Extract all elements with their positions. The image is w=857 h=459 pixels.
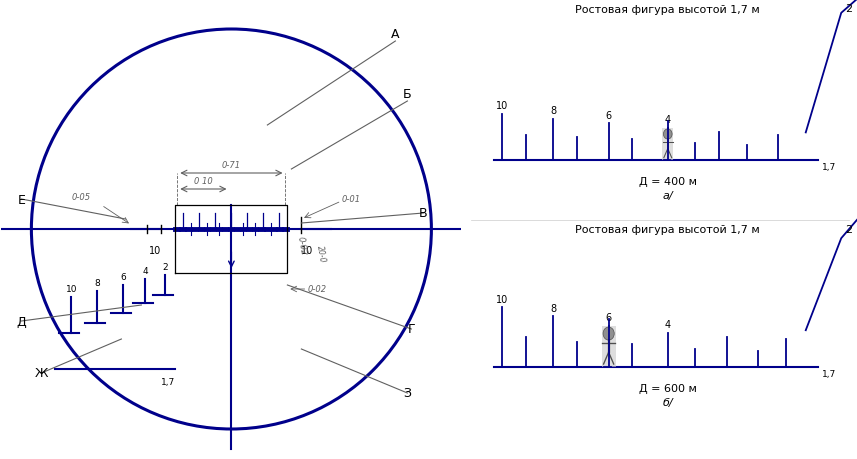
Text: а/: а/ bbox=[662, 190, 673, 201]
Text: 0 10: 0 10 bbox=[194, 177, 213, 185]
Text: 2: 2 bbox=[845, 224, 853, 235]
Text: Е: Е bbox=[17, 193, 26, 206]
Text: 1,7: 1,7 bbox=[822, 369, 836, 379]
Text: 0-01: 0-01 bbox=[341, 195, 361, 204]
Text: 0-05: 0-05 bbox=[72, 193, 91, 202]
Text: Д = 400 м: Д = 400 м bbox=[638, 177, 697, 187]
Text: 10: 10 bbox=[149, 246, 161, 256]
Text: Д = 600 м: Д = 600 м bbox=[638, 383, 697, 393]
Text: Ж: Ж bbox=[34, 367, 48, 380]
Text: 10: 10 bbox=[66, 285, 77, 293]
Text: 6: 6 bbox=[606, 312, 612, 322]
Text: 6: 6 bbox=[121, 272, 126, 281]
Text: 0-02: 0-02 bbox=[308, 285, 327, 294]
Bar bbox=[662, 129, 674, 161]
Bar bbox=[602, 326, 615, 367]
Text: Ростовая фигура высотой 1,7 м: Ростовая фигура высотой 1,7 м bbox=[575, 225, 760, 235]
Text: 8: 8 bbox=[94, 279, 100, 287]
Text: 0-71: 0-71 bbox=[222, 161, 241, 170]
Text: 0-02: 0-02 bbox=[296, 235, 308, 256]
Text: 2: 2 bbox=[845, 4, 853, 14]
Text: 4: 4 bbox=[665, 115, 671, 125]
Circle shape bbox=[663, 129, 672, 140]
Text: А: А bbox=[391, 28, 399, 40]
Text: 20-0: 20-0 bbox=[315, 244, 327, 263]
Circle shape bbox=[603, 327, 614, 341]
Text: 10: 10 bbox=[496, 101, 508, 111]
Text: 8: 8 bbox=[550, 303, 556, 313]
Text: Г: Г bbox=[408, 323, 415, 336]
Text: З: З bbox=[404, 386, 411, 400]
Text: 8: 8 bbox=[550, 106, 556, 116]
Text: 10: 10 bbox=[496, 294, 508, 304]
Text: 10: 10 bbox=[302, 246, 314, 256]
Text: Д: Д bbox=[16, 315, 27, 328]
Text: Ростовая фигура высотой 1,7 м: Ростовая фигура высотой 1,7 м bbox=[575, 5, 760, 15]
Text: 6: 6 bbox=[606, 110, 612, 120]
Text: 4: 4 bbox=[142, 266, 148, 275]
Text: В: В bbox=[419, 207, 428, 220]
Text: 1,7: 1,7 bbox=[822, 163, 836, 172]
Text: 4: 4 bbox=[665, 319, 671, 329]
Text: б/: б/ bbox=[662, 397, 673, 407]
Text: Б: Б bbox=[403, 87, 411, 100]
Text: 1,7: 1,7 bbox=[161, 377, 176, 386]
Text: 2: 2 bbox=[163, 263, 168, 271]
